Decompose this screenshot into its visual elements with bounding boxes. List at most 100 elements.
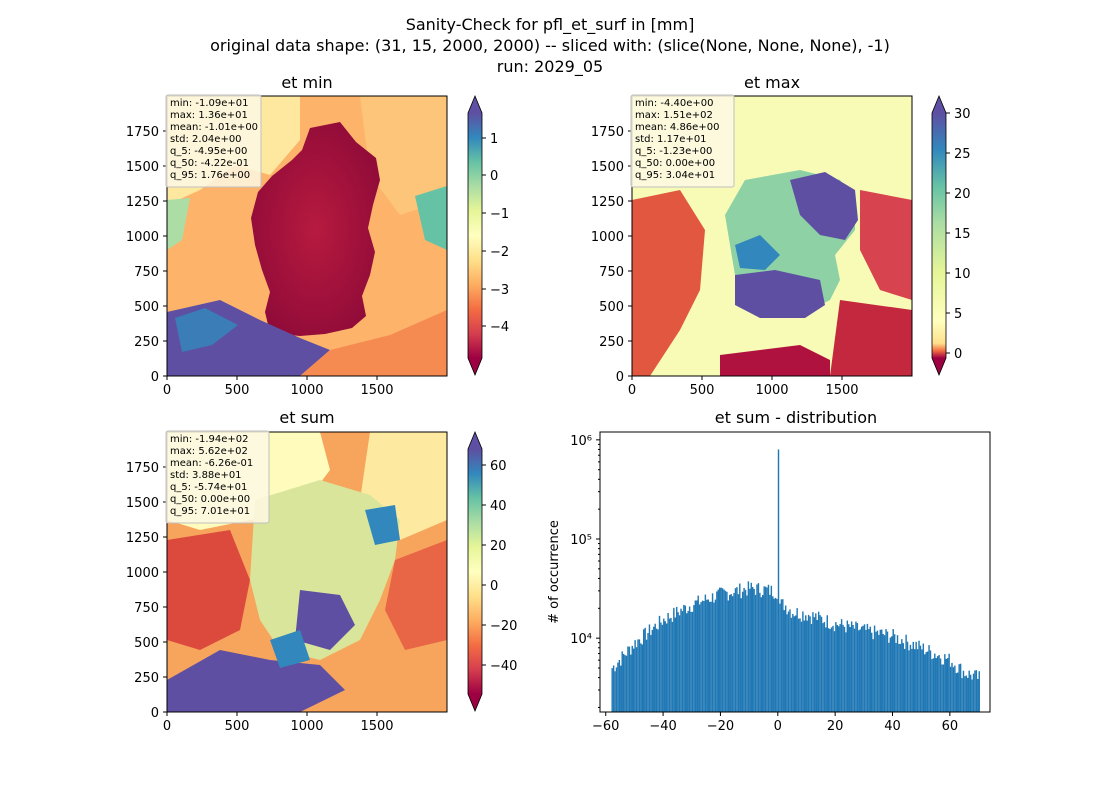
stats-line: max: 5.62e+02 bbox=[170, 446, 248, 457]
histogram-bar bbox=[916, 649, 919, 712]
histogram-bar bbox=[739, 583, 741, 712]
histogram-bar bbox=[661, 624, 664, 712]
histogram-bar bbox=[792, 613, 794, 712]
histogram-bar bbox=[839, 624, 841, 712]
x-tick-label: 500 bbox=[225, 719, 250, 734]
histogram-bar bbox=[660, 622, 662, 712]
stats-box-et-max: min: -4.40e+00 max: 1.51e+02 mean: 4.86e… bbox=[630, 94, 735, 188]
histogram-bar bbox=[740, 598, 742, 712]
x-tick-label: 1000 bbox=[290, 719, 323, 734]
histogram-bar bbox=[790, 617, 793, 712]
histogram-bar bbox=[922, 643, 925, 712]
histogram-bar bbox=[667, 612, 669, 712]
histogram-bar bbox=[760, 597, 763, 712]
histogram-bar bbox=[717, 589, 719, 712]
colorbar-extend-bottom bbox=[932, 358, 946, 375]
histogram-bar bbox=[870, 632, 873, 712]
histogram-bar bbox=[737, 594, 740, 712]
histogram-bar bbox=[724, 590, 727, 712]
panel-et-min: et min 0 500 1000 1500 bbox=[126, 73, 509, 398]
histogram-bar bbox=[806, 620, 808, 712]
histogram-bar bbox=[919, 645, 922, 712]
y-tick-label: 250 bbox=[134, 335, 159, 350]
histogram-bar bbox=[843, 626, 846, 712]
x-tick-label: 0 bbox=[628, 383, 636, 398]
x-tick-label: 500 bbox=[690, 383, 715, 398]
histogram-bar bbox=[855, 621, 857, 712]
histogram-bar bbox=[827, 628, 830, 712]
y-tick-label: 1500 bbox=[591, 160, 624, 175]
histogram-x-tick-label: 60 bbox=[942, 719, 959, 734]
stats-line: mean: -1.01e+00 bbox=[170, 122, 258, 133]
histogram-bar bbox=[701, 600, 704, 712]
stats-line: q_95: 3.04e+01 bbox=[635, 170, 715, 181]
histogram-bar bbox=[959, 663, 962, 712]
heatmap-region-germany bbox=[250, 480, 400, 660]
histogram-bar bbox=[708, 601, 711, 712]
colorbar-tick-label: −3 bbox=[490, 283, 509, 298]
histogram-bar bbox=[757, 583, 760, 712]
histogram-bar bbox=[770, 585, 773, 712]
histogram-bar bbox=[762, 595, 764, 712]
histogram-bar bbox=[637, 639, 639, 712]
figure-title-line-3: run: 2029_05 bbox=[497, 57, 603, 77]
histogram-bar bbox=[744, 589, 747, 712]
histogram-bar bbox=[830, 627, 833, 712]
histogram-bar bbox=[796, 608, 798, 712]
histogram-bar bbox=[746, 595, 748, 712]
stats-line: q_50: 0.00e+00 bbox=[635, 158, 715, 169]
histogram-y-tick-label: 10⁵ bbox=[570, 533, 592, 548]
histogram-bar bbox=[873, 625, 876, 712]
histogram-bar bbox=[665, 623, 668, 712]
histogram-bar bbox=[822, 623, 824, 712]
histogram-bar bbox=[853, 628, 856, 712]
histogram-bar bbox=[885, 629, 887, 712]
histogram-bar bbox=[615, 667, 618, 712]
histogram-bar bbox=[620, 665, 622, 712]
histogram-bar bbox=[918, 640, 920, 712]
histogram-bar bbox=[671, 621, 674, 712]
histogram-bar bbox=[782, 599, 784, 712]
histogram-bar bbox=[681, 611, 684, 712]
colorbar-tick-label: −1 bbox=[490, 207, 509, 222]
histogram-bar bbox=[967, 677, 969, 712]
histogram-bar bbox=[799, 618, 801, 712]
histogram-bar bbox=[954, 665, 956, 712]
histogram-bar bbox=[787, 611, 790, 712]
colorbar-extend-bottom bbox=[468, 358, 482, 375]
histogram-bar bbox=[820, 616, 823, 712]
stats-line: q_5: -4.95e+00 bbox=[170, 146, 247, 157]
histogram-bar bbox=[680, 608, 682, 712]
x-tick-label: 0 bbox=[163, 719, 171, 734]
histogram-bar bbox=[719, 587, 721, 712]
histogram-bar bbox=[878, 634, 880, 712]
heatmap-region-west-strip bbox=[167, 198, 190, 250]
panel-title-distribution: et sum - distribution bbox=[715, 408, 877, 427]
y-tick-label: 0 bbox=[616, 370, 624, 385]
histogram-bar bbox=[914, 649, 916, 712]
heatmap-region-south-high bbox=[735, 270, 825, 318]
histogram-bar bbox=[859, 629, 861, 712]
histogram-bar bbox=[812, 612, 814, 712]
histogram-bar bbox=[958, 664, 960, 712]
histogram-bar bbox=[786, 614, 788, 712]
stats-line: q_5: -1.23e+00 bbox=[635, 146, 712, 157]
histogram-bar bbox=[810, 623, 813, 712]
heatmap-region-south bbox=[300, 310, 447, 376]
histogram-bar bbox=[655, 628, 658, 712]
histogram-bar bbox=[977, 678, 979, 712]
histogram-bar bbox=[826, 615, 828, 712]
histogram-bar bbox=[764, 586, 767, 712]
histogram-bar bbox=[893, 634, 896, 712]
histogram-bar bbox=[690, 611, 692, 712]
panel-et-sum-distribution: et sum - distribution −60 −40 −20 0 20 40 60 1… bbox=[547, 408, 991, 734]
histogram-bar bbox=[645, 639, 648, 712]
histogram-bar bbox=[668, 618, 671, 712]
histogram-x-tick-label: −20 bbox=[707, 719, 734, 734]
histogram-bar bbox=[795, 615, 797, 712]
colorbar-tick-label: 20 bbox=[954, 187, 971, 202]
histogram-bar bbox=[882, 634, 884, 712]
histogram-x-tick-label: −60 bbox=[592, 719, 619, 734]
histogram-bar bbox=[640, 643, 642, 712]
heatmap-region-northeast bbox=[860, 190, 912, 300]
